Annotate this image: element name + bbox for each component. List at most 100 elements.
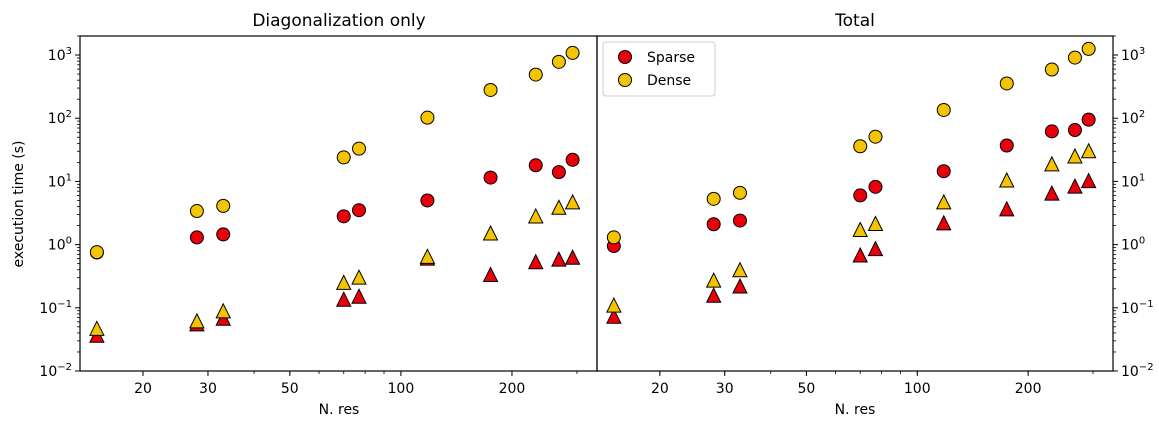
data-point-circle [336, 150, 351, 165]
legend-marker [618, 50, 632, 64]
data-point-circle [706, 191, 721, 206]
data-point-circle [1081, 112, 1096, 127]
data-point-triangle [351, 288, 367, 304]
y-tick-label: 10−2 [39, 362, 72, 380]
data-point-triangle [705, 272, 722, 288]
data-point-circle [551, 54, 566, 69]
x-tick-label: 20 [134, 381, 152, 397]
data-marks [89, 45, 581, 343]
data-point-circle [868, 129, 883, 144]
data-point-circle [999, 138, 1014, 153]
x-tick-label: 50 [797, 381, 815, 397]
data-point-triangle [732, 277, 748, 294]
data-point-circle [606, 230, 621, 245]
x-tick-label: 30 [199, 381, 217, 397]
data-marks [606, 41, 1097, 324]
data-point-triangle [1080, 172, 1097, 189]
data-point-triangle [1044, 155, 1060, 172]
data-point-triangle [215, 302, 232, 319]
x-tick-label: 200 [1015, 381, 1042, 397]
data-point-circle [216, 227, 231, 242]
x-axis-label: N. res [835, 402, 876, 417]
data-point-triangle [935, 214, 952, 231]
y-tick-label: 103 [48, 46, 72, 64]
data-point-circle [565, 45, 580, 60]
data-point-triangle [732, 261, 748, 278]
data-point-circle [706, 217, 721, 232]
y-axis-label: execution time (s) [11, 141, 27, 268]
data-point-triangle [335, 291, 352, 307]
data-point-triangle [867, 215, 884, 232]
data-point-circle [189, 230, 204, 245]
data-point-circle [1044, 124, 1059, 139]
data-point-circle [483, 82, 498, 97]
y-tick-label: 101 [1121, 172, 1145, 190]
data-point-triangle [527, 207, 544, 224]
plot-frame [79, 35, 598, 372]
data-point-triangle [564, 193, 581, 210]
data-point-circle [936, 102, 951, 117]
data-point-triangle [705, 287, 722, 303]
y-tick-label: 10−1 [39, 299, 72, 317]
y-tick-label: 102 [1121, 109, 1145, 127]
data-point-circle [420, 193, 435, 208]
data-point-triangle [852, 246, 869, 263]
x-tick-label: 30 [716, 381, 734, 397]
x-tick-label: 50 [281, 381, 299, 397]
data-point-circle [352, 141, 367, 156]
chart-title: Total [834, 11, 875, 31]
y-tick-label: 100 [48, 236, 72, 254]
x-tick-label: 100 [904, 381, 931, 397]
data-point-triangle [335, 274, 352, 290]
data-point-circle [1067, 50, 1082, 65]
data-point-triangle [998, 200, 1015, 217]
data-point-circle [89, 245, 104, 260]
x-tick-label: 20 [651, 381, 669, 397]
data-point-triangle [564, 249, 581, 265]
data-point-triangle [1044, 185, 1060, 201]
data-point-circle [1044, 62, 1059, 77]
panel-diagonalization-only: Diagonalization only N. res execution ti… [11, 11, 598, 418]
x-axis-label: N. res [319, 402, 360, 417]
data-point-triangle [351, 269, 367, 285]
legend-label: Dense [647, 73, 691, 89]
data-point-circle [420, 110, 435, 125]
data-point-circle [732, 213, 747, 228]
data-point-circle [336, 209, 351, 224]
data-point-triangle [551, 251, 567, 267]
axes: 10−2 10−1 100 101 102 103 20 30 50 100 200 [596, 35, 1154, 397]
y-tick-label: 10−1 [1121, 299, 1154, 317]
legend: Sparse Dense [602, 41, 716, 97]
data-point-circle [216, 198, 231, 213]
data-point-triangle [89, 320, 105, 336]
data-point-circle [551, 165, 566, 180]
legend-label: Sparse [647, 50, 695, 66]
data-point-triangle [482, 224, 499, 241]
y-tick-label: 101 [48, 172, 72, 190]
data-point-circle [853, 139, 868, 154]
data-point-triangle [551, 199, 567, 215]
data-point-triangle [419, 248, 436, 264]
data-point-triangle [1067, 178, 1083, 194]
data-point-triangle [189, 312, 205, 329]
data-point-triangle [1080, 142, 1097, 159]
data-point-triangle [935, 193, 952, 210]
data-point-circle [1067, 123, 1082, 138]
data-point-triangle [606, 308, 622, 324]
data-point-circle [528, 158, 543, 173]
data-point-triangle [998, 171, 1015, 188]
legend-marker [618, 73, 632, 87]
y-tick-label: 102 [48, 109, 72, 127]
data-point-circle [352, 203, 367, 218]
data-point-circle [483, 170, 498, 185]
data-point-triangle [852, 221, 869, 237]
data-point-circle [189, 204, 204, 219]
data-point-triangle [867, 240, 884, 257]
y-tick-label: 103 [1121, 46, 1145, 64]
data-point-triangle [527, 253, 544, 270]
data-point-circle [528, 67, 543, 82]
x-tick-label: 200 [499, 381, 526, 397]
